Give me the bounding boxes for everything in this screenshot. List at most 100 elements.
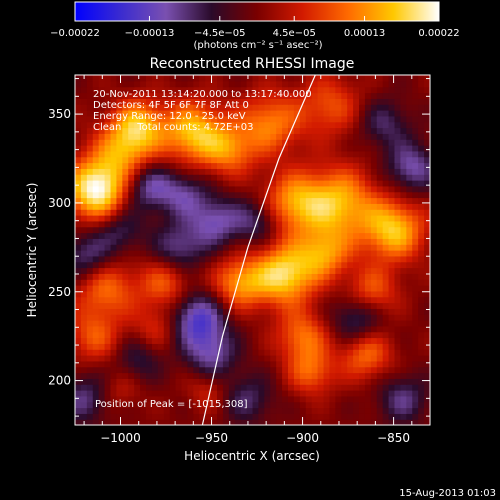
heatmap-cell [359, 413, 366, 420]
heatmap-cell [205, 285, 212, 292]
heatmap-cell [364, 197, 372, 204]
heatmap-cell [329, 296, 336, 304]
heatmap-cell [217, 296, 224, 304]
heatmap-cell [151, 80, 159, 88]
heatmap-cell [323, 255, 331, 263]
heatmap-cell [335, 261, 342, 269]
heatmap-cell [359, 232, 366, 239]
heatmap-cell [264, 232, 271, 239]
heatmap-cell [382, 320, 390, 327]
heatmap-cell [146, 273, 153, 280]
heatmap-cell [187, 331, 194, 339]
heatmap-cell [163, 180, 171, 187]
heatmap-cell [134, 378, 141, 385]
heatmap-cell [252, 366, 260, 374]
heatmap-cell [163, 104, 171, 111]
heatmap-cell [264, 86, 271, 94]
heatmap-cell [199, 150, 206, 158]
heatmap-cell [110, 279, 118, 286]
heatmap-cell [282, 209, 289, 216]
heatmap-cell [75, 220, 82, 228]
heatmap-cell [122, 145, 129, 152]
heatmap-cell [412, 215, 419, 222]
heatmap-cell [246, 308, 254, 315]
heatmap-cell [359, 273, 366, 280]
heatmap-cell [400, 290, 407, 298]
heatmap-cell [217, 115, 224, 123]
heatmap-cell [252, 390, 260, 397]
heatmap-cell [75, 238, 82, 245]
heatmap-cell [293, 191, 301, 199]
heatmap-cell [270, 121, 277, 129]
heatmap-cell [293, 302, 301, 309]
heatmap-cell [151, 75, 159, 82]
heatmap-cell [394, 191, 402, 199]
heatmap-cell [110, 185, 118, 193]
heatmap-cell [323, 150, 331, 158]
heatmap-cell [211, 185, 218, 193]
heatmap-cell [181, 384, 189, 391]
heatmap-cell [418, 98, 425, 105]
heatmap-cell [335, 133, 342, 140]
heatmap-cell [252, 413, 260, 420]
heatmap-cell [264, 191, 271, 199]
heatmap-cell [305, 255, 313, 263]
heatmap-cell [400, 150, 407, 158]
heatmap-cell [146, 238, 153, 245]
heatmap-cell [193, 197, 200, 204]
heatmap-cell [388, 209, 396, 216]
heatmap-cell [193, 395, 200, 403]
heatmap-cell [388, 203, 396, 210]
heatmap-cell [293, 168, 301, 175]
heatmap-cell [205, 203, 212, 210]
heatmap-cell [175, 115, 183, 123]
heatmap-cell [86, 232, 94, 239]
heatmap-cell [400, 127, 407, 134]
heatmap-cell [128, 244, 135, 251]
heatmap-cell [146, 174, 153, 181]
heatmap-cell [104, 390, 112, 397]
heatmap-cell [146, 80, 153, 88]
heatmap-cell [222, 337, 230, 344]
heatmap-cell [116, 419, 123, 425]
heatmap-cell [424, 325, 430, 333]
heatmap-cell [412, 407, 419, 414]
heatmap-cell [341, 104, 348, 111]
heatmap-cell [169, 302, 177, 309]
heatmap-cell [98, 314, 106, 321]
heatmap-cell [270, 127, 277, 134]
heatmap-cell [258, 139, 265, 146]
heatmap-cell [329, 174, 336, 181]
heatmap-cell [394, 378, 402, 385]
heatmap-cell [400, 86, 407, 94]
heatmap-cell [412, 174, 419, 181]
heatmap-cell [293, 308, 301, 315]
heatmap-cell [217, 384, 224, 391]
heatmap-cell [258, 156, 265, 164]
heatmap-cell [376, 285, 384, 292]
heatmap-cell [258, 104, 265, 111]
heatmap-cell [370, 261, 378, 269]
heatmap-cell [252, 86, 260, 94]
heatmap-cell [80, 174, 88, 181]
heatmap-cell [116, 226, 123, 234]
heatmap-cell [252, 98, 260, 105]
heatmap-cell [400, 314, 407, 321]
heatmap-cell [264, 110, 271, 117]
heatmap-cell [116, 314, 123, 321]
heatmap-cell [193, 378, 200, 385]
heatmap-cell [276, 267, 283, 274]
heatmap-cell [394, 168, 402, 175]
heatmap-cell [157, 145, 165, 152]
heatmap-cell [335, 325, 342, 333]
heatmap-cell [418, 273, 425, 280]
heatmap-cell [282, 314, 289, 321]
heatmap-cell [104, 197, 112, 204]
heatmap-cell [240, 220, 248, 228]
heatmap-cell [288, 378, 295, 385]
heatmap-cell [163, 343, 171, 350]
heatmap-cell [370, 220, 378, 228]
heatmap-cell [134, 384, 141, 391]
heatmap-cell [347, 349, 354, 356]
heatmap-cell [418, 285, 425, 292]
